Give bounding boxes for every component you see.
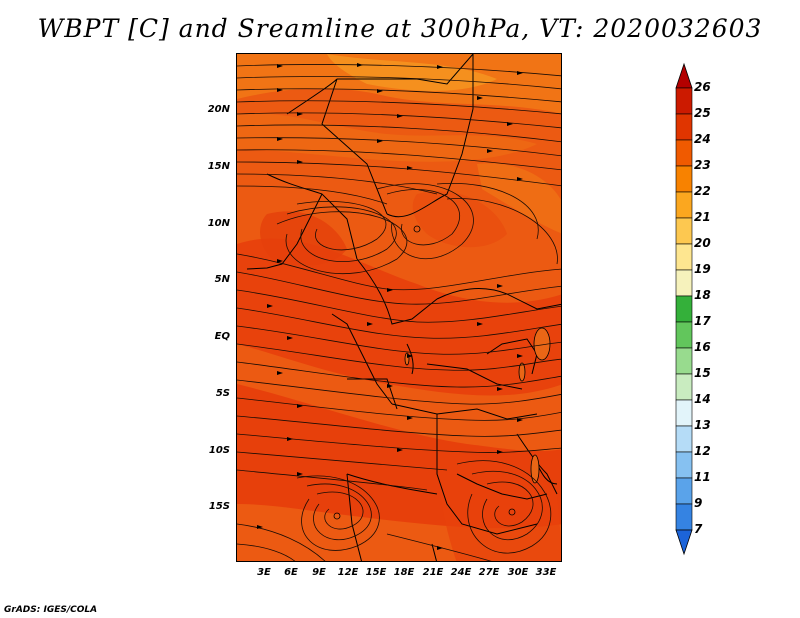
colorbar-label: 13 [694, 418, 711, 432]
streamline-arrows [257, 63, 523, 550]
colorbar-label: 24 [694, 132, 711, 146]
colorbar-segment [675, 191, 693, 219]
colorbar-segment [675, 243, 693, 271]
colorbar-top-arrow [675, 62, 693, 89]
lat-label: 5S [215, 388, 230, 399]
colorbar-segment [675, 139, 693, 167]
streamlines [237, 64, 561, 561]
colorbar-segment [675, 217, 693, 245]
map-panel [236, 53, 562, 562]
map-svg [237, 54, 561, 561]
colorbar-segment [675, 425, 693, 453]
colorbar-segment [675, 347, 693, 375]
colorbar-segment [675, 503, 693, 531]
colorbar-label: 14 [694, 392, 711, 406]
colorbar-label: 16 [694, 340, 711, 354]
colorbar-label: 15 [694, 366, 711, 380]
colorbar-label: 25 [694, 106, 711, 120]
colorbar-label: 21 [694, 210, 711, 224]
colorbar-label: 23 [694, 158, 711, 172]
lon-label: 3E [257, 567, 271, 578]
chart-title: WBPT [C] and Sreamline at 300hPa, VT: 20… [37, 14, 763, 43]
lon-label: 21E [422, 567, 444, 578]
lon-label: 30E [507, 567, 529, 578]
colorbar-label: 9 [694, 496, 703, 510]
lon-label: 18E [393, 567, 415, 578]
colorbar-segment [675, 451, 693, 479]
lon-label: 12E [337, 567, 359, 578]
colorbar-segment [675, 295, 693, 323]
lon-label: 27E [478, 567, 500, 578]
lat-label: 20N [207, 104, 230, 115]
colorbar-segment [675, 373, 693, 401]
lat-label: 15N [207, 161, 230, 172]
grads-credit: GrADS: IGES/COLA [4, 605, 98, 615]
lat-label: 10S [208, 445, 230, 456]
colorbar-segment [675, 269, 693, 297]
lon-label: 15E [365, 567, 387, 578]
lon-label: 33E [535, 567, 557, 578]
lat-label: 15S [208, 501, 230, 512]
colorbar-label: 7 [694, 522, 703, 536]
colorbar-segment [675, 87, 693, 115]
colorbar-label: 26 [694, 80, 711, 94]
colorbar-label: 22 [694, 184, 711, 198]
colorbar-bottom-arrow [675, 529, 693, 556]
colorbar [675, 62, 693, 556]
lat-label: 5N [214, 274, 230, 285]
vortex-center-north [413, 225, 421, 233]
lon-label: 6E [284, 567, 298, 578]
colorbar-segment [675, 399, 693, 427]
colorbar-segment [675, 113, 693, 141]
colorbar-label: 20 [694, 236, 711, 250]
colorbar-label: 17 [694, 314, 711, 328]
lat-label: EQ [214, 331, 230, 342]
colorbar-segment [675, 477, 693, 505]
lon-label: 9E [312, 567, 326, 578]
vortex-center-southeast [508, 508, 516, 516]
colorbar-label: 12 [694, 444, 711, 458]
vortex-center-southwest [333, 512, 341, 520]
colorbar-label: 11 [694, 470, 711, 484]
lon-label: 24E [450, 567, 472, 578]
colorbar-segment [675, 165, 693, 193]
colorbar-label: 18 [694, 288, 711, 302]
colorbar-segment [675, 321, 693, 349]
lat-label: 10N [207, 218, 230, 229]
colorbar-label: 19 [694, 262, 711, 276]
